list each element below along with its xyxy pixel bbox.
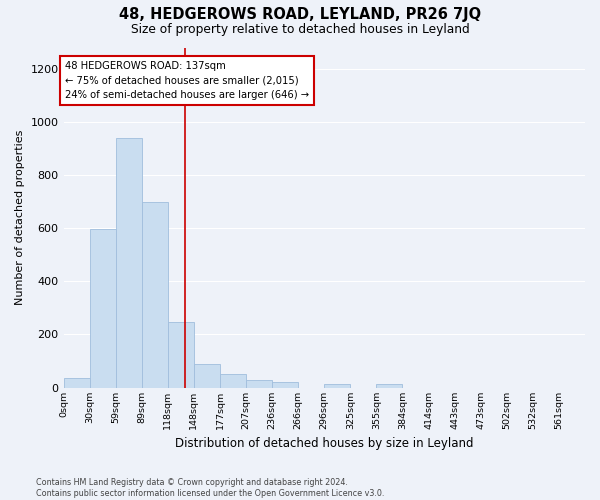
Bar	[116, 138, 142, 388]
Text: 48 HEDGEROWS ROAD: 137sqm
← 75% of detached houses are smaller (2,015)
24% of se: 48 HEDGEROWS ROAD: 137sqm ← 75% of detac…	[65, 61, 309, 100]
Text: 48, HEDGEROWS ROAD, LEYLAND, PR26 7JQ: 48, HEDGEROWS ROAD, LEYLAND, PR26 7JQ	[119, 8, 481, 22]
X-axis label: Distribution of detached houses by size in Leyland: Distribution of detached houses by size …	[175, 437, 473, 450]
Bar	[246, 380, 272, 388]
Y-axis label: Number of detached properties: Number of detached properties	[15, 130, 25, 305]
Bar	[272, 382, 298, 388]
Bar	[220, 374, 246, 388]
Bar	[376, 384, 403, 388]
Bar	[89, 228, 116, 388]
Bar	[168, 322, 194, 388]
Text: Size of property relative to detached houses in Leyland: Size of property relative to detached ho…	[131, 22, 469, 36]
Bar	[64, 378, 89, 388]
Text: Contains HM Land Registry data © Crown copyright and database right 2024.
Contai: Contains HM Land Registry data © Crown c…	[36, 478, 385, 498]
Bar	[142, 202, 168, 388]
Bar	[324, 384, 350, 388]
Bar	[194, 364, 220, 388]
